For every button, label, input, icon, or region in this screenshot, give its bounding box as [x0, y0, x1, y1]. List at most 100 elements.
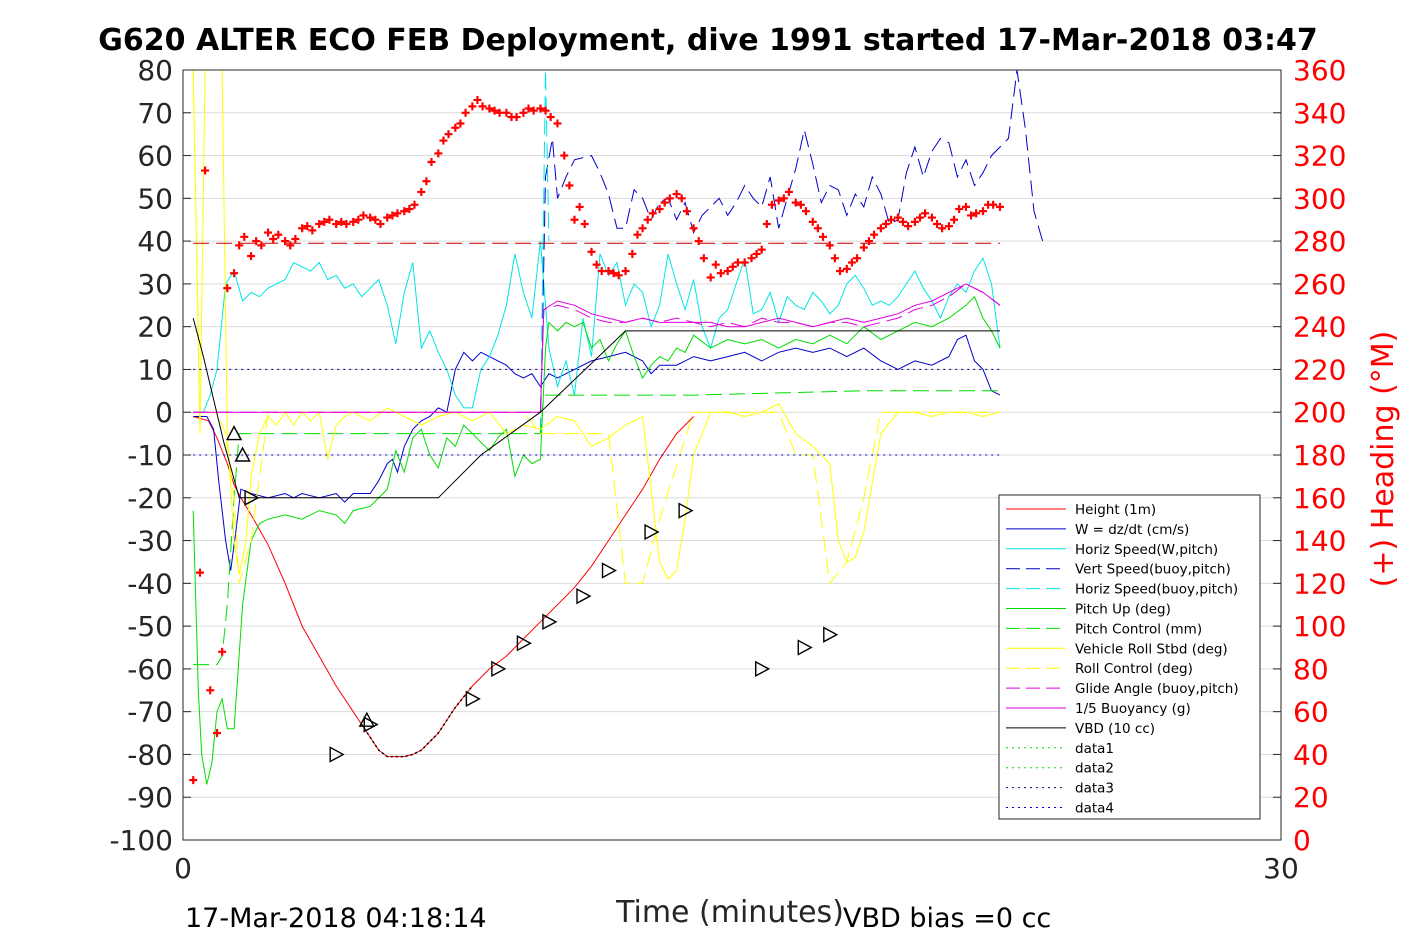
heading-marker: [813, 224, 822, 233]
heading-marker: [264, 228, 273, 237]
heading-marker: [478, 102, 487, 111]
heading-marker: [904, 222, 913, 231]
y-right-tick-label: 220: [1293, 353, 1346, 386]
y-right-tick-label: 120: [1293, 567, 1346, 600]
y-right-tick-label: 320: [1293, 140, 1346, 173]
y-right-tick-label: 360: [1293, 54, 1346, 87]
heading-marker: [468, 102, 477, 111]
heading-marker: [694, 237, 703, 246]
heading-marker: [938, 224, 947, 233]
heading-marker: [410, 200, 419, 209]
y-tick-label: 80: [137, 54, 173, 87]
heading-marker: [473, 95, 482, 104]
heading-marker: [752, 249, 761, 258]
heading-marker: [376, 220, 385, 228]
heading-marker: [529, 106, 538, 115]
heading-marker: [524, 104, 533, 113]
heading-marker: [274, 230, 283, 239]
y-tick-label: -10: [127, 439, 173, 472]
heading-marker: [699, 254, 708, 263]
heading-marker: [400, 207, 409, 216]
triangle-marker: [358, 711, 375, 727]
heading-marker: [512, 113, 521, 122]
heading-marker: [560, 151, 569, 160]
heading-marker: [565, 181, 574, 190]
legend-label: data1: [1075, 741, 1114, 757]
y-right-tick-label: 160: [1293, 482, 1346, 515]
series-line: [193, 390, 1000, 666]
heading-marker: [332, 220, 341, 228]
heading-marker: [597, 267, 606, 276]
heading-marker: [916, 213, 925, 222]
y-tick-label: 20: [137, 311, 173, 344]
legend-label: 1/5 Buoyancy (g): [1075, 701, 1191, 717]
heading-marker: [740, 258, 749, 267]
series-line: [361, 685, 473, 758]
triangle-marker: [491, 660, 507, 678]
right-y-axis-label: (+) Heading (°M): [1366, 331, 1401, 588]
triangle-marker: [225, 425, 243, 441]
heading-marker: [830, 254, 839, 263]
heading-marker: [427, 157, 436, 166]
series-line: [193, 334, 1001, 571]
heading-marker: [405, 205, 414, 214]
heading-marker: [893, 213, 902, 222]
legend-label: Horiz Speed(buoy,pitch): [1075, 582, 1238, 598]
heading-marker: [366, 213, 375, 222]
heading-marker: [784, 187, 793, 196]
heading-marker: [716, 269, 725, 278]
heading-marker: [291, 234, 300, 243]
heading-marker: [461, 108, 470, 117]
x-tick-label: 0: [174, 852, 192, 885]
heading-marker: [898, 217, 907, 226]
legend-label: Height (1m): [1075, 502, 1156, 518]
heading-marker: [733, 258, 742, 267]
heading-marker: [580, 220, 589, 228]
heading-marker: [553, 119, 562, 128]
y-tick-label: -60: [127, 653, 173, 686]
y-tick-label: -40: [127, 567, 173, 600]
legend-label: Vert Speed(buoy,pitch): [1075, 562, 1231, 578]
y-tick-label: 60: [137, 140, 173, 173]
heading-marker: [383, 213, 392, 222]
heading-marker: [456, 119, 465, 128]
y-tick-label: 40: [137, 225, 173, 258]
heading-marker: [342, 220, 351, 228]
y-right-tick-label: 180: [1293, 439, 1346, 472]
legend-label: data2: [1075, 761, 1114, 777]
heading-marker: [495, 108, 504, 117]
heading-marker: [218, 647, 227, 656]
y-tick-label: 30: [137, 268, 173, 301]
series-line: [193, 283, 1001, 413]
heading-marker: [315, 220, 324, 228]
triangle-marker: [644, 523, 660, 541]
y-tick-label: -50: [127, 610, 173, 643]
footer-vbd-bias: VBD bias =0 cc: [843, 903, 1051, 934]
heading-marker: [519, 108, 528, 117]
triangle-marker: [576, 587, 592, 605]
heading-marker: [864, 237, 873, 246]
heading-marker: [247, 252, 256, 261]
heading-marker: [779, 194, 788, 203]
y-tick-label: -20: [127, 482, 173, 515]
legend-label: Pitch Control (mm): [1075, 621, 1202, 637]
triangle-marker: [601, 562, 617, 579]
heading-marker: [757, 245, 766, 254]
triangle-marker: [542, 613, 558, 631]
heading-marker: [575, 202, 584, 211]
heading-marker: [818, 232, 827, 241]
y-tick-label: 70: [137, 97, 173, 130]
heading-marker: [422, 177, 431, 186]
heading-marker: [439, 136, 448, 145]
heading-marker: [978, 207, 987, 216]
heading-marker: [853, 254, 862, 263]
heading-marker: [648, 209, 657, 218]
series-line: [539, 70, 550, 434]
series-line: [193, 283, 1001, 413]
y-right-tick-label: 80: [1293, 653, 1329, 686]
triangle-marker: [516, 635, 532, 652]
y-tick-label: -30: [127, 525, 173, 558]
heading-marker: [230, 269, 239, 278]
chart-title: G620 ALTER ECO FEB Deployment, dive 1991…: [98, 23, 1318, 58]
triangle-marker: [244, 489, 260, 506]
